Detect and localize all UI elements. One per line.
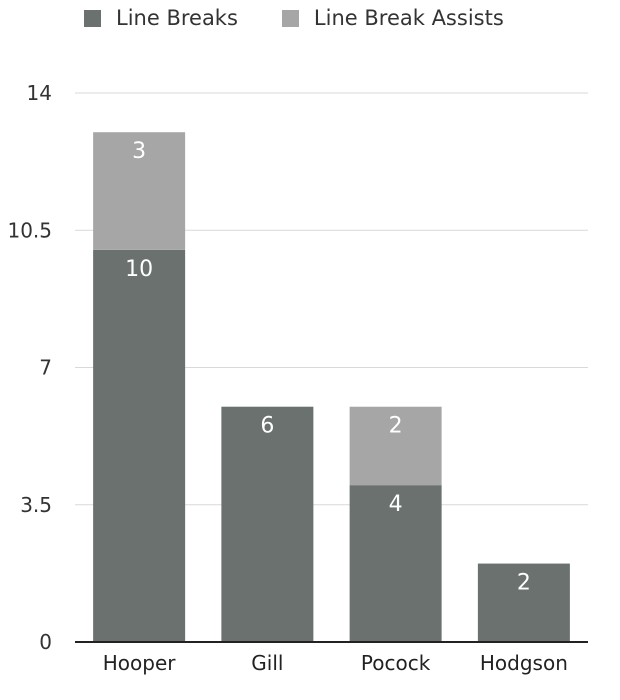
y-tick-label: 7 bbox=[39, 356, 52, 380]
legend-item-line-break-assists: Line Break Assists bbox=[281, 6, 504, 30]
y-tick-label: 0 bbox=[39, 630, 52, 654]
data-label: 2 bbox=[517, 571, 531, 596]
legend-swatch-line-breaks bbox=[84, 9, 101, 27]
bar-segment bbox=[93, 249, 186, 642]
bar-segment bbox=[221, 406, 314, 642]
legend-item-line-breaks: Line Breaks bbox=[84, 6, 238, 30]
data-label: 3 bbox=[132, 139, 146, 164]
x-tick-label: Hooper bbox=[103, 651, 177, 675]
x-tick-label: Pocock bbox=[361, 651, 431, 675]
legend-label-line-breaks: Line Breaks bbox=[116, 6, 238, 30]
bar-segment bbox=[477, 563, 570, 642]
data-label: 4 bbox=[389, 492, 403, 517]
legend: Line Breaks Line Break Assists bbox=[84, 6, 504, 30]
bar-segment bbox=[93, 132, 186, 250]
x-tick-label: Gill bbox=[251, 651, 283, 675]
legend-swatch-line-break-assists bbox=[281, 9, 299, 27]
y-tick-label: 3.5 bbox=[20, 493, 52, 517]
data-label: 10 bbox=[125, 257, 153, 282]
legend-label-line-break-assists: Line Break Assists bbox=[313, 6, 504, 30]
y-tick-label: 14 bbox=[27, 81, 52, 105]
x-tick-label: Hodgson bbox=[480, 651, 568, 675]
bar-segment bbox=[349, 406, 442, 486]
bar-segment bbox=[349, 485, 442, 642]
data-label: 2 bbox=[389, 414, 403, 439]
data-label: 6 bbox=[260, 414, 274, 439]
y-tick-label: 10.5 bbox=[7, 218, 52, 242]
